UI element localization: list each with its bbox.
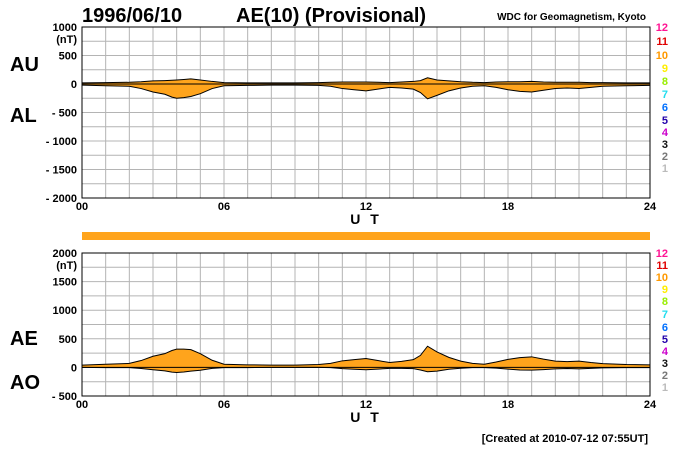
legend-item: 6 xyxy=(662,102,668,114)
legend-item: 11 xyxy=(656,260,668,272)
x-tick-label: 18 xyxy=(502,399,514,411)
legend-item: 4 xyxy=(662,346,669,358)
y-tick-label: 1000 xyxy=(53,305,77,317)
x-tick-label: 00 xyxy=(76,201,88,213)
date-title: 1996/06/10 xyxy=(82,5,182,27)
index-title: AE(10) (Provisional) xyxy=(236,5,426,27)
legend-item: 11 xyxy=(656,36,668,48)
x-tick-label: 24 xyxy=(644,399,657,411)
ae-series-line xyxy=(81,345,651,366)
x-tick-label: 12 xyxy=(360,399,372,411)
legend-item: 3 xyxy=(662,358,668,370)
legend-item: 8 xyxy=(662,296,668,308)
legend-item: 2 xyxy=(662,370,668,382)
y-tick-label: - 1500 xyxy=(46,165,77,177)
au-al-y-ticks: 1000 500 0 - 500 - 1000 - 1500 - 2000 xyxy=(46,22,77,205)
ae-ao-area xyxy=(81,345,651,374)
ao-series-line xyxy=(81,366,651,374)
ae-ao-unit-label: (nT) xyxy=(56,260,77,272)
x-tick-label: 00 xyxy=(76,399,88,411)
y-tick-label: - 1000 xyxy=(46,136,77,148)
legend-item: 9 xyxy=(662,63,668,75)
x-tick-label: 12 xyxy=(360,201,372,213)
x-tick-label: 18 xyxy=(502,201,514,213)
y-tick-label: - 500 xyxy=(52,108,77,120)
legend-item: 4 xyxy=(662,127,669,139)
au-al-unit-label: (nT) xyxy=(56,34,77,46)
au-al-x-ticks: 00 06 12 18 24 xyxy=(76,201,657,213)
y-tick-label: 500 xyxy=(59,334,77,346)
al-label: AL xyxy=(10,105,37,127)
y-tick-label: 0 xyxy=(71,79,77,91)
legend-item: 3 xyxy=(662,139,668,151)
y-tick-label: - 500 xyxy=(52,391,77,403)
separator-bar xyxy=(82,232,650,240)
y-tick-label: 500 xyxy=(59,51,77,63)
y-tick-label: - 2000 xyxy=(46,193,77,205)
legend-item: 8 xyxy=(662,76,668,88)
legend-item: 9 xyxy=(662,284,668,296)
legend-item: 12 xyxy=(656,22,668,34)
legend-item: 6 xyxy=(662,322,668,334)
legend-item: 12 xyxy=(656,248,668,260)
legend-item: 5 xyxy=(662,334,668,346)
x-tick-label: 24 xyxy=(644,201,657,213)
au-al-grid xyxy=(82,27,650,198)
series-fill-area xyxy=(82,346,650,373)
au-series-line xyxy=(81,77,650,84)
x-tick-label: 06 xyxy=(218,399,230,411)
legend-item: 7 xyxy=(662,89,668,101)
ae-ao-x-ticks: 00 06 12 18 24 xyxy=(76,399,657,411)
ae-label: AE xyxy=(10,328,38,350)
y-tick-label: 0 xyxy=(71,362,77,374)
au-label: AU xyxy=(10,54,39,76)
source-label: WDC for Geomagnetism, Kyoto xyxy=(497,12,646,23)
au-al-area xyxy=(81,77,651,100)
legend-item: 1 xyxy=(662,163,668,175)
ae-ao-x-axis-label: U T xyxy=(350,409,382,425)
ae-ao-y-ticks: 2000 1500 1000 500 0 - 500 xyxy=(52,248,77,403)
legend-item: 2 xyxy=(662,151,668,163)
legend-item: 10 xyxy=(656,50,668,62)
legend-item: 7 xyxy=(662,309,668,321)
y-tick-label: 2000 xyxy=(53,248,77,260)
y-tick-label: 1500 xyxy=(53,277,77,289)
au-al-x-axis-label: U T xyxy=(350,211,382,227)
ae-ao-grid xyxy=(82,253,650,396)
ae-ao-frame xyxy=(81,252,651,397)
created-stamp: [Created at 2010-07-12 07:55UT] xyxy=(482,433,649,445)
al-series-line xyxy=(81,84,651,100)
legend-item: 1 xyxy=(662,382,668,394)
legend-item: 10 xyxy=(656,272,668,284)
au-al-frame xyxy=(81,26,651,199)
ao-label: AO xyxy=(10,372,40,394)
legend-item: 5 xyxy=(662,115,668,127)
x-tick-label: 06 xyxy=(218,201,230,213)
y-tick-label: 1000 xyxy=(53,22,77,34)
